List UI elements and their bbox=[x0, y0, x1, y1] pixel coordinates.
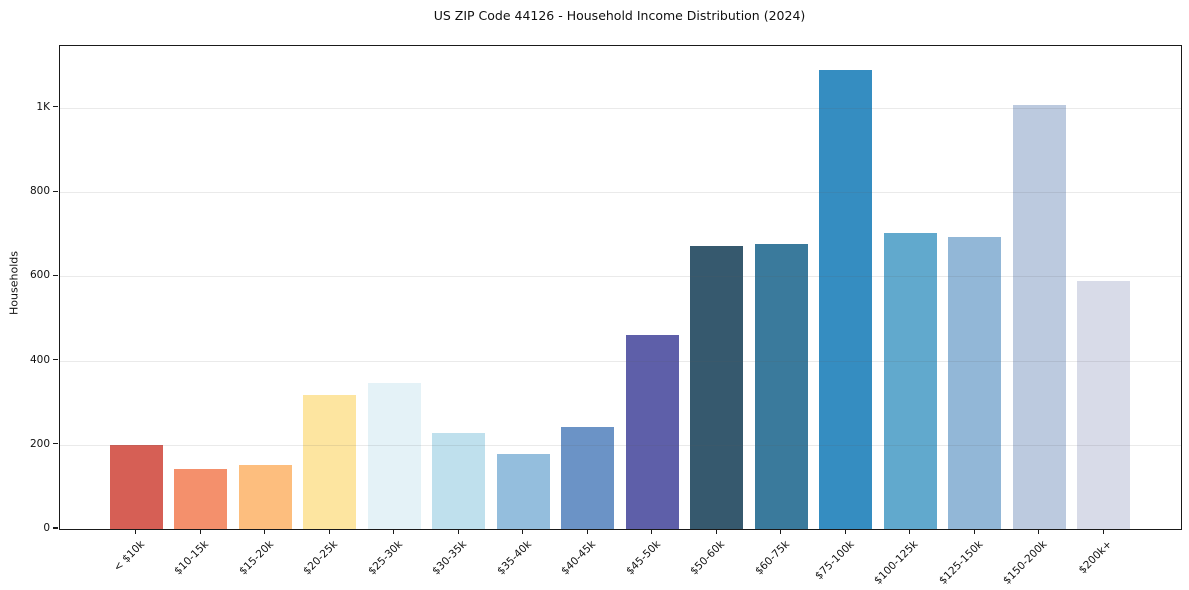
x-tick-mark bbox=[715, 529, 717, 534]
x-tick-label: $125-150k bbox=[936, 538, 986, 587]
x-tick-label: $200k+ bbox=[1076, 538, 1115, 577]
x-tick-label: $20-25k bbox=[301, 538, 341, 578]
x-tick-label: $35-40k bbox=[494, 538, 534, 578]
x-tick-label: $50-60k bbox=[688, 538, 728, 578]
y-tick-mark bbox=[53, 359, 58, 361]
x-tick-mark bbox=[1102, 529, 1104, 534]
x-tick-mark bbox=[522, 529, 524, 534]
x-tick-mark bbox=[909, 529, 911, 534]
x-tick-mark bbox=[973, 529, 975, 534]
y-tick-label: 800 bbox=[29, 185, 50, 198]
x-tick-mark bbox=[780, 529, 782, 534]
bar-$200k+ bbox=[1077, 281, 1130, 529]
x-tick-label: $30-35k bbox=[430, 538, 470, 578]
bar-$75-100k bbox=[819, 69, 872, 529]
x-tick-mark bbox=[135, 529, 137, 534]
x-tick-label: $45-50k bbox=[623, 538, 663, 578]
x-tick-label: $40-45k bbox=[559, 538, 599, 578]
x-tick-mark bbox=[328, 529, 330, 534]
y-tick-mark bbox=[53, 190, 58, 192]
y-tick-mark bbox=[53, 443, 58, 445]
y-tick-mark bbox=[53, 274, 58, 276]
bar-$15-20k bbox=[238, 464, 292, 529]
bar-< $10k bbox=[109, 444, 163, 529]
x-tick-mark bbox=[844, 529, 846, 534]
x-tick-mark bbox=[264, 529, 266, 534]
x-tick-mark bbox=[393, 529, 395, 534]
x-tick-mark bbox=[457, 529, 459, 534]
bar-$20-25k bbox=[303, 395, 356, 529]
x-tick-label: $10-15k bbox=[172, 538, 212, 578]
y-tick-label: 400 bbox=[29, 353, 50, 366]
x-tick-label: $150-200k bbox=[1001, 538, 1050, 587]
y-tick-label: 1K bbox=[36, 100, 50, 113]
x-tick-mark bbox=[199, 529, 201, 534]
x-tick-mark bbox=[1038, 529, 1040, 534]
bar-$10-15k bbox=[174, 469, 227, 529]
x-tick-label: $60-75k bbox=[752, 538, 792, 578]
bar-$60-75k bbox=[754, 244, 808, 529]
chart-title: US ZIP Code 44126 - Household Income Dis… bbox=[433, 8, 806, 23]
bar-$45-50k bbox=[625, 334, 679, 529]
y-tick-label: 200 bbox=[29, 437, 50, 450]
bar-$35-40k bbox=[496, 454, 550, 529]
x-tick-label: $100-125k bbox=[872, 538, 921, 587]
y-tick-label: 600 bbox=[29, 269, 50, 282]
bar-$25-30k bbox=[367, 382, 421, 529]
y-tick-mark bbox=[53, 106, 58, 108]
plot-area bbox=[59, 45, 1182, 530]
bar-$30-35k bbox=[432, 432, 485, 529]
bar-$50-60k bbox=[690, 245, 743, 529]
y-tick-label: 0 bbox=[43, 522, 50, 534]
bar-$125-150k bbox=[948, 236, 1001, 529]
x-tick-label: $75-100k bbox=[812, 538, 857, 583]
y-tick-mark bbox=[53, 527, 58, 529]
x-tick-label: < $10k bbox=[111, 538, 147, 574]
y-axis-label: Households bbox=[7, 251, 21, 315]
x-tick-label: $15-20k bbox=[236, 538, 276, 578]
bar-$100-125k bbox=[883, 232, 937, 529]
x-tick-mark bbox=[586, 529, 588, 534]
x-tick-mark bbox=[651, 529, 653, 534]
bar-$150-200k bbox=[1012, 104, 1066, 529]
x-tick-label: $25-30k bbox=[365, 538, 405, 578]
bar-$40-45k bbox=[561, 426, 614, 529]
